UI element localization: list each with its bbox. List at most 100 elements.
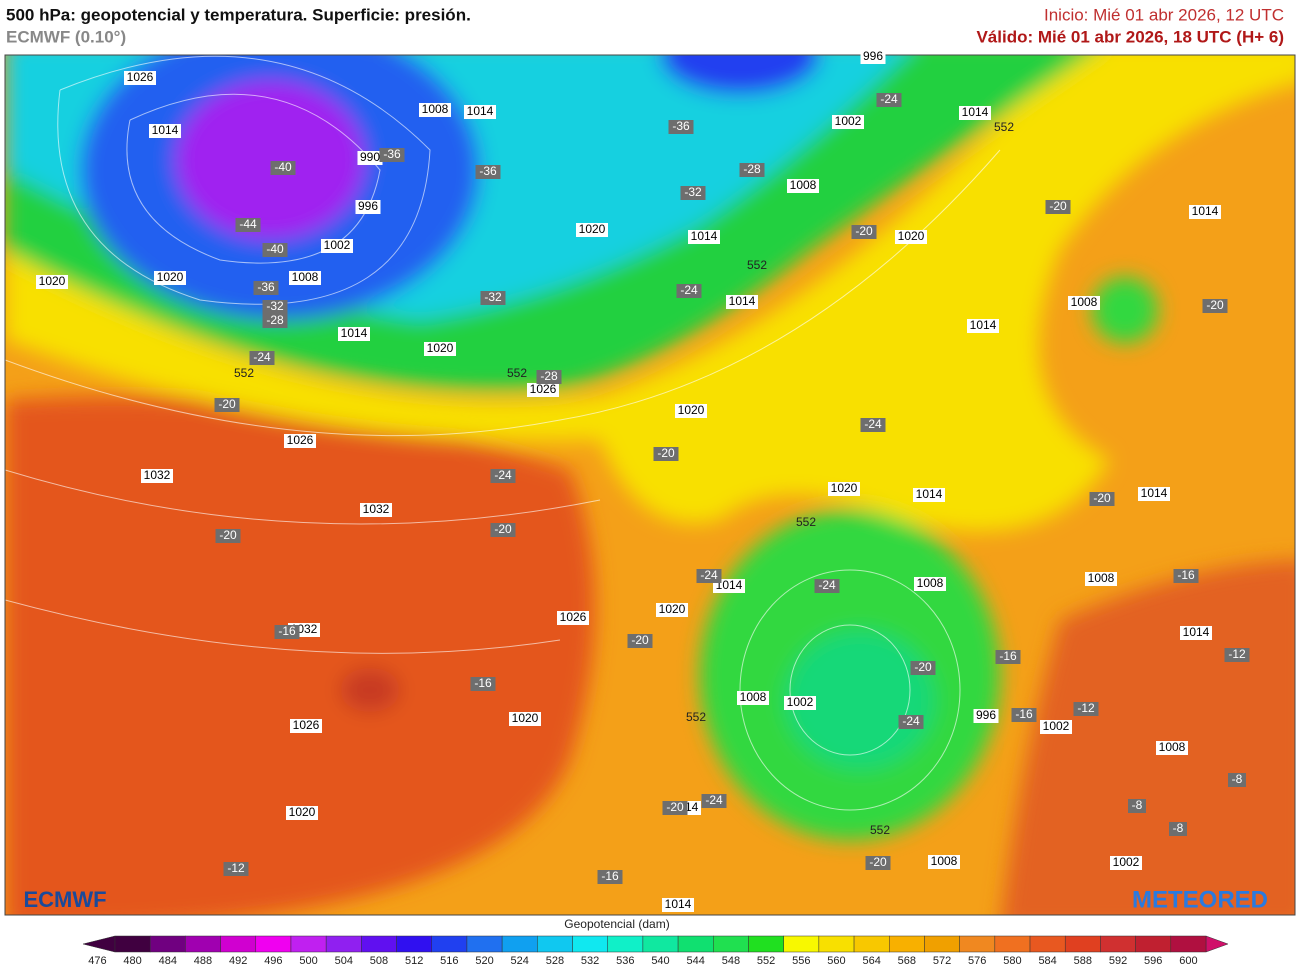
pressure-label-box xyxy=(913,488,945,502)
pressure-label-box xyxy=(726,295,758,309)
temperature-label: -28 xyxy=(540,369,558,383)
colorbar-tick-label: 572 xyxy=(933,955,951,967)
pressure-label: 996 xyxy=(976,708,996,722)
temperature-label: -20 xyxy=(657,446,675,460)
colorbar-tick-label: 564 xyxy=(862,955,880,967)
pressure-label: 1008 xyxy=(931,854,958,868)
temperature-label: -16 xyxy=(474,676,492,690)
pressure-label: 1014 xyxy=(970,318,997,332)
contour-label: 552 xyxy=(994,120,1014,134)
pressure-label: 1014 xyxy=(341,326,368,340)
temperature-label: -24 xyxy=(880,92,898,106)
temperature-label: -20 xyxy=(869,855,887,869)
temperature-label: -16 xyxy=(601,869,619,883)
temperature-label-box xyxy=(1228,773,1246,787)
pressure-label: 1014 xyxy=(1183,625,1210,639)
colorbar-tick-label: 584 xyxy=(1038,955,1056,967)
temperature-label-box xyxy=(860,418,886,432)
temperature-label-box xyxy=(898,715,924,729)
pressure-label-box xyxy=(290,719,322,733)
colorbar-cell xyxy=(537,935,573,953)
colorbar-cell xyxy=(713,935,749,953)
colorbar-tick-label: 560 xyxy=(827,955,845,967)
pressure-label-box xyxy=(154,271,186,285)
temperature-label: -20 xyxy=(1049,199,1067,213)
meteored-logo: METEORED xyxy=(1132,886,1268,913)
pressure-label: 1020 xyxy=(427,341,454,355)
colorbar-tick-label: 476 xyxy=(88,955,106,967)
temperature-label: -12 xyxy=(1077,701,1095,715)
colorbar-tick-label: 532 xyxy=(581,955,599,967)
colorbar-over xyxy=(1205,935,1229,953)
model-label: ECMWF (0.10°) xyxy=(6,27,126,46)
temperature-label: -8 xyxy=(1232,772,1243,786)
temperature-label-box xyxy=(490,469,516,483)
map-frame xyxy=(4,54,1296,916)
colorbar-cell xyxy=(501,935,538,953)
pressure-label: 1002 xyxy=(835,114,862,128)
colorbar-cell xyxy=(959,935,996,953)
pressure-label-box xyxy=(355,200,381,214)
pressure-label: 1008 xyxy=(917,576,944,590)
colorbar-tick-label: 552 xyxy=(757,955,775,967)
pressure-label: 1020 xyxy=(831,481,858,495)
temperature-label-box xyxy=(249,351,275,365)
temperature-label: -24 xyxy=(864,417,882,431)
temperature-label-box xyxy=(1173,569,1199,583)
pressure-label-box xyxy=(656,603,688,617)
pressure-label-box xyxy=(464,105,496,119)
temperature-label: -24 xyxy=(700,568,718,582)
pressure-label-box xyxy=(124,71,156,85)
temperature-label-box xyxy=(215,529,241,543)
temperature-label-box xyxy=(490,523,516,537)
colorbar-tick-label: 480 xyxy=(123,955,141,967)
temperature-label-box xyxy=(739,163,765,177)
colorbar-tick-label: 588 xyxy=(1074,955,1092,967)
pressure-label: 1014 xyxy=(467,104,494,118)
pressure-label: 1020 xyxy=(678,403,705,417)
colorbar-tick-label: 500 xyxy=(299,955,317,967)
pressure-label: 1002 xyxy=(1043,719,1070,733)
pressure-label-box xyxy=(284,434,316,448)
temperature-label: -24 xyxy=(902,714,920,728)
pressure-label: 1008 xyxy=(740,690,767,704)
colorbar-cell xyxy=(1170,935,1207,953)
pressure-label: 1014 xyxy=(962,105,989,119)
pressure-label-box xyxy=(828,482,860,496)
pressure-label-box xyxy=(737,691,769,705)
temperature-label-box xyxy=(235,218,261,232)
pressure-label-box xyxy=(967,319,999,333)
colorbar-tick-label: 484 xyxy=(159,955,177,967)
colorbar-under xyxy=(82,935,116,953)
temperature-label: -20 xyxy=(1093,491,1111,505)
temperature-label: -36 xyxy=(672,119,690,133)
map-field xyxy=(5,55,1295,915)
pressure-label: 1032 xyxy=(144,468,171,482)
pressure-label: 1008 xyxy=(1159,740,1186,754)
temperature-label: -44 xyxy=(239,217,257,231)
temperature-label: -16 xyxy=(278,624,296,638)
pressure-label-box xyxy=(141,469,173,483)
colorbar-cell xyxy=(677,935,714,953)
pressure-label-box xyxy=(1138,487,1170,501)
pressure-label-box xyxy=(1085,572,1117,586)
ecmwf-logo: ECMWF xyxy=(23,887,106,912)
colorbar-cell xyxy=(1029,935,1066,953)
map-title: 500 hPa: geopotencial y temperatura. Sup… xyxy=(6,5,471,24)
temperature-label-box xyxy=(470,677,496,691)
init-time: Inicio: Mié 01 abr 2026, 12 UTC xyxy=(1044,5,1284,24)
colorbar-tick-label: 492 xyxy=(229,955,247,967)
colorbar-cell xyxy=(466,935,503,953)
temperature-label: -8 xyxy=(1132,798,1143,812)
pressure-label-box xyxy=(36,275,68,289)
temperature-label-box xyxy=(1128,799,1146,813)
colorbar-cell xyxy=(1064,935,1101,953)
pressure-label-box xyxy=(1040,720,1072,734)
temperature-label: -16 xyxy=(1015,707,1033,721)
pressure-label: 1002 xyxy=(324,238,351,252)
temperature-label-box xyxy=(262,314,288,328)
temperature-label-box xyxy=(214,398,240,412)
colorbar-tick-label: 488 xyxy=(194,955,212,967)
temperature-label: -20 xyxy=(1206,298,1224,312)
colorbar-tick-label: 496 xyxy=(264,955,282,967)
